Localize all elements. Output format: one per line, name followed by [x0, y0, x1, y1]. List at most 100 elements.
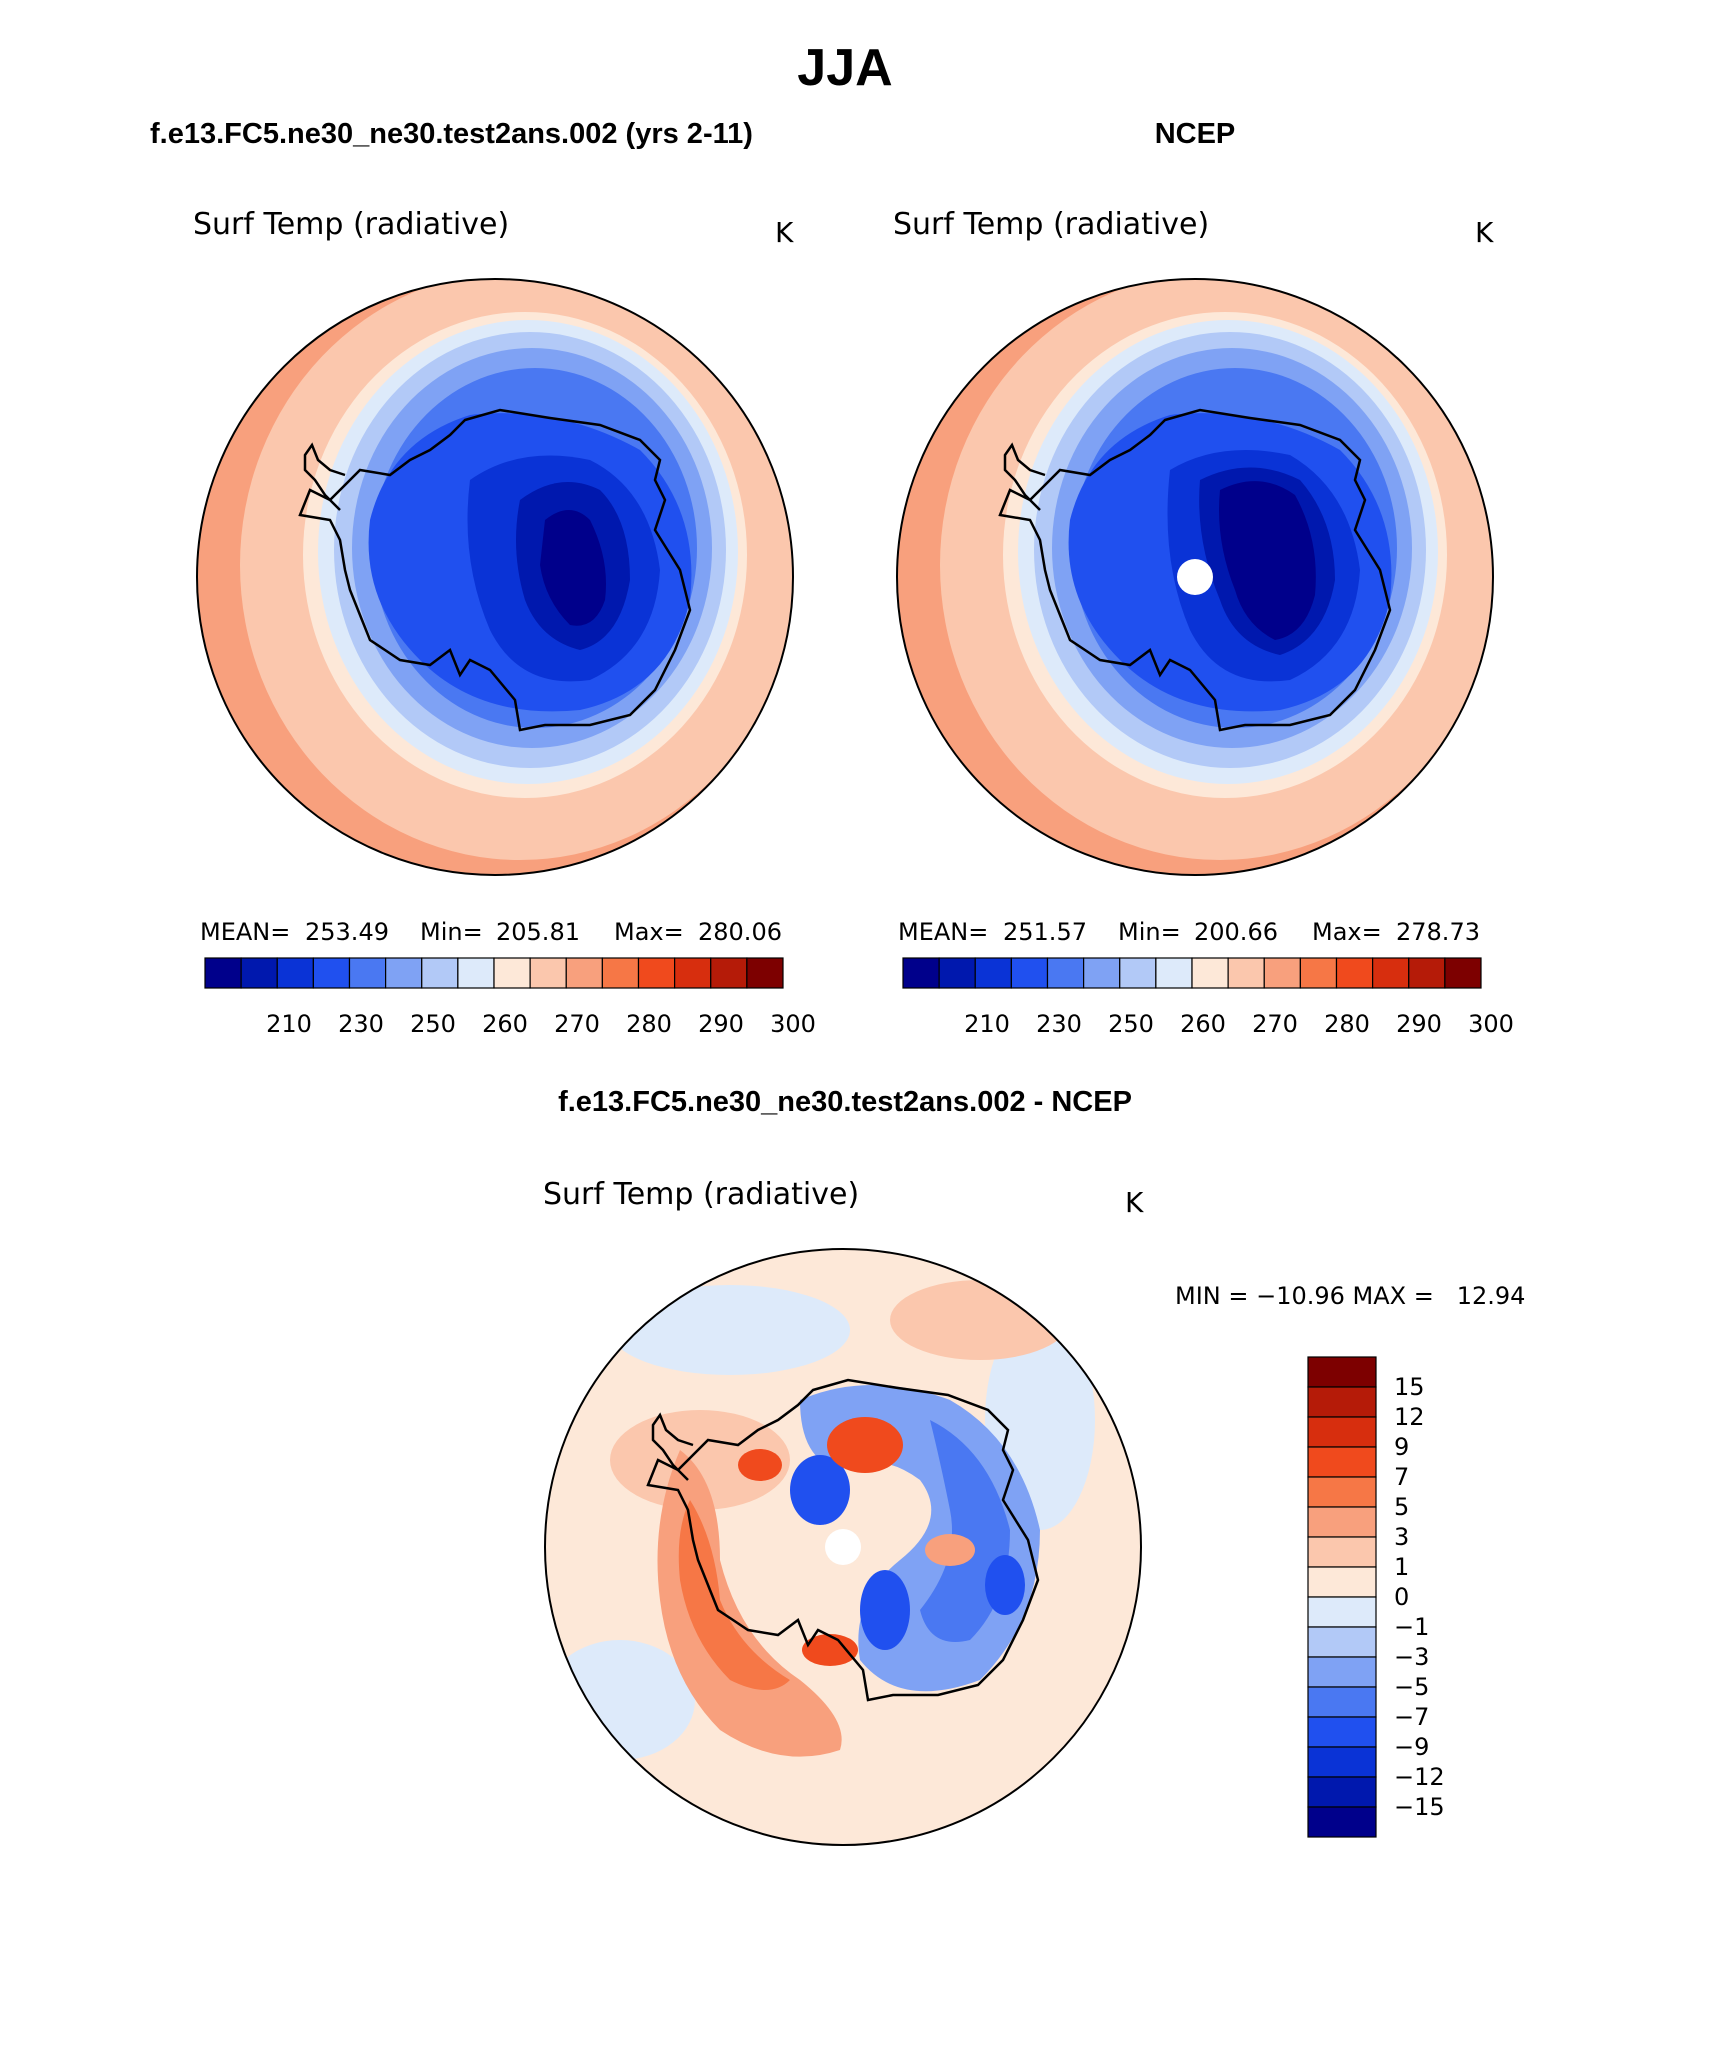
- left-colorbar-swatch: [385, 957, 423, 989]
- right-colorbar-swatch: [1408, 957, 1446, 989]
- diff-map-positive-core: [678, 1500, 790, 1690]
- left-colorbar-tick-label: 250: [410, 1010, 456, 1038]
- diff-colorbar-swatch: [1307, 1536, 1377, 1568]
- right-colorbar-swatch: [902, 957, 940, 989]
- diff-map-negative-spot-2: [860, 1570, 910, 1650]
- left-colorbar-swatch: [493, 957, 531, 989]
- diff-colorbar-swatch: [1307, 1566, 1377, 1598]
- right-map-border: [896, 278, 1494, 876]
- right-colorbar-tick-label: 230: [1036, 1010, 1082, 1038]
- right-units-label: K: [1475, 216, 1494, 249]
- diff-colorbar-swatch: [1307, 1686, 1377, 1718]
- left-colorbar-tick-label: 290: [698, 1010, 744, 1038]
- right-map-contour-210: [1219, 481, 1316, 640]
- right-colorbar-swatch: [1263, 957, 1301, 989]
- right-colorbar-swatch: [1191, 957, 1229, 989]
- diff-colorbar-swatch: [1307, 1386, 1377, 1418]
- diff-colorbar-tick-label: 0: [1394, 1583, 1409, 1611]
- left-stats-max-value: 280.06: [698, 918, 782, 946]
- left-units-label: K: [775, 216, 794, 249]
- diff-map-peninsula: [651, 1412, 694, 1481]
- diff-units-label: K: [1125, 1186, 1144, 1219]
- diff-colorbar-tick-label: 5: [1394, 1493, 1409, 1521]
- diff-map-border: [544, 1248, 1142, 1846]
- diff-colorbar-tick-label: 7: [1394, 1463, 1409, 1491]
- left-colorbar-swatch: [348, 957, 387, 989]
- left-colorbar-tick-label: 300: [770, 1010, 816, 1038]
- diff-panel-title: f.e13.FC5.ne30_ne30.test2ans.002 - NCEP: [558, 1086, 1132, 1118]
- right-map-peninsula: [1003, 442, 1046, 511]
- right-colorbar-swatch: [1083, 957, 1121, 989]
- left-colorbar-tick-label: 270: [554, 1010, 600, 1038]
- left-colorbar-tick-label: 260: [482, 1010, 528, 1038]
- left-stats-mean-label: MEAN=: [200, 918, 290, 946]
- right-colorbar-tick-label: 290: [1396, 1010, 1442, 1038]
- diff-colorbar-tick-label: 1: [1394, 1553, 1409, 1581]
- right-map-coastline: [998, 408, 1392, 732]
- diff-map-positive-spot-4: [925, 1534, 975, 1566]
- left-panel-title: f.e13.FC5.ne30_ne30.test2ans.002 (yrs 2-…: [150, 118, 753, 150]
- right-colorbar-swatch: [1335, 957, 1374, 989]
- left-colorbar-swatch: [312, 957, 351, 989]
- right-colorbar-tick-label: 250: [1108, 1010, 1154, 1038]
- diff-colorbar-swatch: [1307, 1416, 1377, 1448]
- diff-colorbar-swatch: [1307, 1596, 1377, 1628]
- diff-map-ring-neg-1: [610, 1285, 850, 1375]
- left-map-peninsula: [303, 442, 346, 511]
- right-colorbar-swatch: [1372, 957, 1410, 989]
- diff-map-negative-spot-3: [985, 1555, 1025, 1615]
- left-colorbar-tick-label: 280: [626, 1010, 672, 1038]
- left-colorbar-swatch: [240, 957, 278, 989]
- diff-colorbar-swatch: [1307, 1476, 1377, 1508]
- left-variable-label: Surf Temp (radiative): [193, 207, 509, 242]
- season-title: JJA: [797, 39, 892, 97]
- left-colorbar-tick-label: 210: [266, 1010, 312, 1038]
- right-panel-title: NCEP: [1155, 118, 1236, 150]
- left-stats-mean-value: 253.49: [305, 918, 389, 946]
- left-map: [197, 279, 793, 875]
- right-colorbar-swatch: [1444, 957, 1482, 989]
- diff-colorbar-tick-label: −1: [1394, 1613, 1429, 1641]
- right-colorbar-swatch: [1227, 957, 1265, 989]
- left-colorbar-swatch: [529, 957, 567, 989]
- left-colorbar-swatch: [276, 957, 314, 989]
- right-colorbar-tick-label: 280: [1324, 1010, 1370, 1038]
- left-colorbar-swatch: [710, 957, 748, 989]
- diff-colorbar-swatch: [1307, 1656, 1377, 1688]
- diff-map-coastline: [646, 1378, 1040, 1702]
- left-map-contour-210: [540, 510, 606, 626]
- right-stats-mean-label: MEAN=: [898, 918, 988, 946]
- right-colorbar-swatch: [1119, 957, 1157, 989]
- diff-map: [545, 1249, 1141, 1845]
- right-map: [897, 279, 1493, 875]
- diff-colorbar-swatch: [1307, 1716, 1377, 1748]
- diff-colorbar-tick-label: −9: [1394, 1733, 1429, 1761]
- diff-colorbar-tick-label: 12: [1394, 1403, 1425, 1431]
- right-stats-max-label: Max=: [1312, 918, 1382, 946]
- right-colorbar-swatch: [938, 957, 976, 989]
- diff-colorbar-swatch: [1307, 1446, 1377, 1478]
- left-colorbar-swatch: [674, 957, 712, 989]
- diff-colorbar-tick-label: −5: [1394, 1673, 1429, 1701]
- diff-colorbar-tick-label: −7: [1394, 1703, 1429, 1731]
- right-colorbar-tick-label: 270: [1252, 1010, 1298, 1038]
- diff-colorbar-swatch: [1307, 1506, 1377, 1538]
- right-stats-min-label: Min=: [1118, 918, 1181, 946]
- diff-colorbar-tick-label: 3: [1394, 1523, 1409, 1551]
- left-colorbar-swatch: [601, 957, 640, 989]
- diff-map-positive-spot-2: [738, 1449, 782, 1481]
- diff-colorbar-tick-label: 9: [1394, 1433, 1409, 1461]
- diff-stats: MIN = −10.96 MAX = 12.94: [1175, 1282, 1525, 1310]
- diff-colorbar-tick-label: −3: [1394, 1643, 1429, 1671]
- right-colorbar-tick-label: 210: [964, 1010, 1010, 1038]
- left-colorbar-swatch: [565, 957, 603, 989]
- diff-variable-label: Surf Temp (radiative): [543, 1177, 859, 1212]
- diff-colorbar-swatch: [1307, 1746, 1377, 1778]
- left-map-coastline: [298, 408, 692, 732]
- diff-map-pole-hole: [825, 1529, 861, 1565]
- diff-colorbar-swatch: [1307, 1626, 1377, 1658]
- right-stats-max-value: 278.73: [1396, 918, 1480, 946]
- left-colorbar-swatch: [204, 957, 242, 989]
